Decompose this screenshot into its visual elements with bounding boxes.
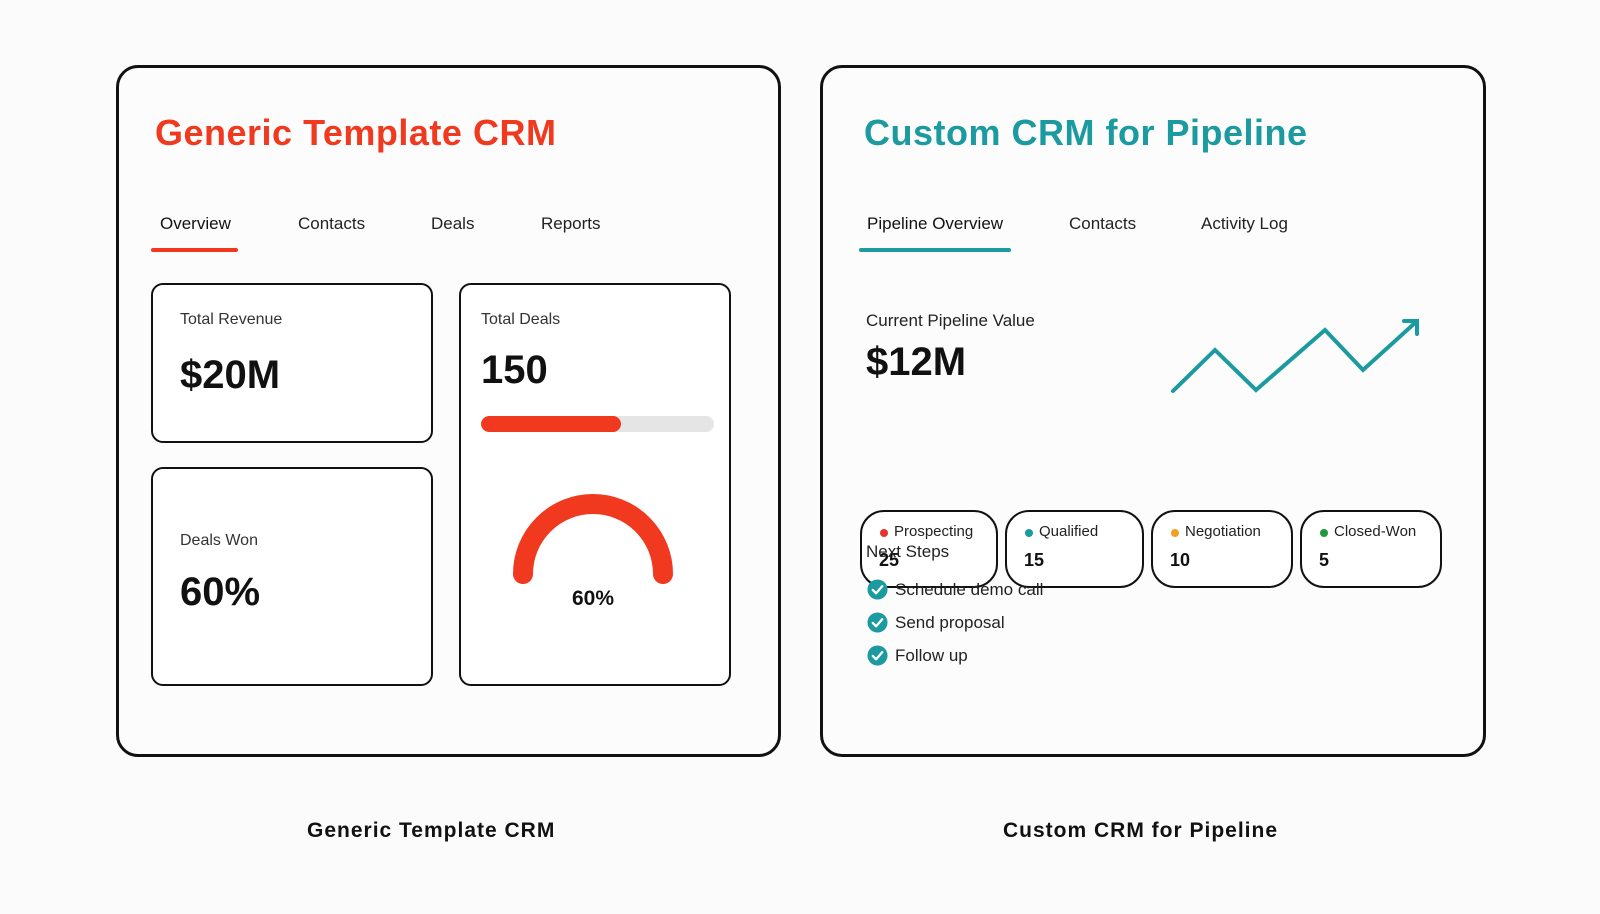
qualified-dot xyxy=(1025,529,1033,537)
stage-name: Prospecting xyxy=(894,523,974,540)
deals-won-card[interactable]: Deals Won 60% xyxy=(151,467,433,686)
tab-overview[interactable]: Overview xyxy=(160,214,231,233)
total-deals-value: 150 xyxy=(481,348,548,392)
pipeline-value-label: Current Pipeline Value xyxy=(866,311,1035,330)
custom-tabs: Pipeline Overview Contacts Activity Log xyxy=(823,214,1483,254)
gauge-label: 60% xyxy=(572,587,614,610)
generic-crm-caption: Generic Template CRM xyxy=(307,819,556,842)
deals-progress-fill xyxy=(481,416,621,432)
check-circle-icon xyxy=(867,645,888,666)
deals-progress-bar xyxy=(481,416,714,432)
stage-name: Closed-Won xyxy=(1334,523,1417,540)
tab-activity-log[interactable]: Activity Log xyxy=(1201,214,1288,233)
custom-crm-panel: Custom CRM for Pipeline Pipeline Overvie… xyxy=(820,65,1486,757)
gauge-arc xyxy=(513,494,673,584)
tab-deals[interactable]: Deals xyxy=(431,214,475,233)
active-tab-underline xyxy=(859,248,1011,252)
check-circle-icon xyxy=(867,579,888,600)
total-revenue-card[interactable]: Total Revenue $20M xyxy=(151,283,433,443)
stage-qualified[interactable]: Qualified 15 xyxy=(1005,510,1144,588)
check-circle-icon xyxy=(867,612,888,633)
pipeline-value: $12M xyxy=(866,340,967,384)
stage-name: Qualified xyxy=(1039,523,1099,540)
total-deals-card[interactable]: Total Deals 150 60% xyxy=(459,283,731,686)
custom-crm-caption: Custom CRM for Pipeline xyxy=(1003,819,1279,842)
stage-prospecting[interactable]: Prospecting 25 xyxy=(860,510,998,588)
deals-won-label: Deals Won xyxy=(180,532,258,549)
negotiation-dot xyxy=(1171,529,1179,537)
active-tab-underline xyxy=(151,248,238,252)
generic-tabs: Overview Contacts Deals Reports xyxy=(119,214,778,254)
next-step-label: Send proposal xyxy=(895,613,1005,632)
stage-count: 15 xyxy=(1024,550,1045,570)
total-revenue-value: $20M xyxy=(180,353,281,397)
stage-name: Negotiation xyxy=(1185,523,1261,540)
deals-won-gauge: 60% xyxy=(513,494,673,610)
stage-closed-won[interactable]: Closed-Won 5 xyxy=(1300,510,1442,588)
next-step-label: Follow up xyxy=(895,646,968,665)
deals-won-value: 60% xyxy=(180,570,261,614)
next-step-label: Schedule demo call xyxy=(895,580,1044,599)
tab-pipeline-overview[interactable]: Pipeline Overview xyxy=(867,214,1004,233)
stage-count: 25 xyxy=(879,550,900,570)
prospecting-dot xyxy=(880,529,888,537)
tab-reports[interactable]: Reports xyxy=(541,214,601,233)
trend-up-arrow-icon xyxy=(1171,319,1419,393)
tab-contacts[interactable]: Contacts xyxy=(1069,214,1137,233)
stage-count: 10 xyxy=(1170,550,1191,570)
total-deals-label: Total Deals xyxy=(481,311,561,328)
stage-count: 5 xyxy=(1319,550,1330,570)
custom-crm-title: Custom CRM for Pipeline xyxy=(864,112,1308,153)
stage-negotiation[interactable]: Negotiation 10 xyxy=(1151,510,1293,588)
closed-won-dot xyxy=(1320,529,1328,537)
next-steps-title: Next Steps xyxy=(866,542,950,561)
tab-contacts[interactable]: Contacts xyxy=(298,214,366,233)
total-revenue-label: Total Revenue xyxy=(180,311,283,328)
generic-crm-panel: Generic Template CRM Overview Contacts D… xyxy=(116,65,781,757)
generic-crm-title: Generic Template CRM xyxy=(155,112,557,153)
